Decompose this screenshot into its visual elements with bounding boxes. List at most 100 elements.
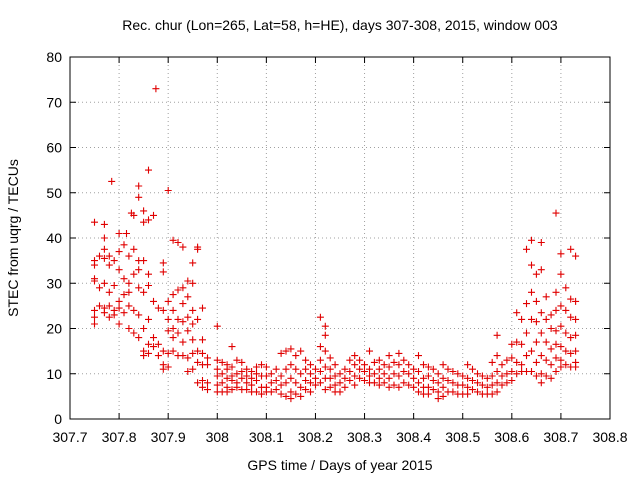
data-point (108, 177, 116, 185)
data-point (356, 365, 364, 373)
data-point (547, 361, 555, 369)
data-point (341, 383, 349, 391)
data-point (302, 386, 310, 394)
data-point (459, 381, 467, 389)
data-point (145, 282, 152, 289)
data-point (316, 313, 324, 321)
axis-ticks (69, 56, 611, 420)
data-point (547, 345, 555, 353)
data-point (346, 368, 354, 375)
data-point (218, 370, 226, 378)
data-point (248, 374, 256, 382)
data-point (189, 336, 197, 344)
data-point (297, 370, 305, 378)
data-point (400, 356, 408, 364)
data-point (424, 390, 432, 398)
data-point (194, 347, 202, 355)
data-point (572, 297, 580, 305)
data-point (572, 347, 580, 355)
data-point (154, 304, 162, 312)
data-point (518, 315, 526, 323)
y-tick-label: 10 (46, 366, 62, 382)
data-point (233, 356, 241, 364)
data-point (498, 372, 506, 380)
data-point (459, 372, 467, 380)
data-point (542, 315, 550, 323)
data-point (253, 363, 260, 371)
data-point (493, 368, 501, 375)
data-point (542, 356, 550, 364)
data-point (375, 356, 383, 364)
data-point (415, 379, 422, 387)
data-point (346, 356, 354, 364)
data-point (434, 379, 442, 387)
data-point (537, 266, 545, 274)
data-point (253, 388, 260, 396)
data-point (233, 383, 241, 391)
data-point (464, 383, 472, 391)
x-tick-label: 307.8 (102, 429, 137, 445)
data-point (331, 361, 339, 369)
data-point (361, 377, 368, 384)
data-point (498, 381, 506, 389)
data-point (552, 306, 560, 314)
data-point (159, 306, 167, 314)
data-point (218, 358, 226, 366)
data-point (567, 349, 575, 357)
data-point (385, 374, 393, 382)
data-point (370, 370, 378, 378)
y-tick-label: 20 (46, 321, 62, 337)
data-point (503, 379, 511, 387)
data-point (105, 302, 113, 310)
data-point (474, 370, 481, 378)
data-point (380, 361, 388, 369)
data-point (547, 325, 555, 332)
data-point (213, 356, 221, 364)
data-point (204, 386, 211, 394)
data-point (493, 352, 501, 360)
data-point (204, 361, 211, 369)
data-point (307, 379, 314, 387)
data-point (321, 363, 329, 371)
data-point (140, 325, 148, 332)
data-point (164, 327, 172, 335)
grid-lines (70, 57, 610, 419)
data-point (120, 241, 128, 249)
data-point (105, 261, 113, 269)
data-point (228, 363, 236, 371)
data-point (292, 390, 300, 398)
data-point (145, 315, 152, 323)
data-point (366, 365, 373, 373)
x-tick-label: 308.1 (249, 429, 284, 445)
data-point (390, 381, 398, 389)
data-point (493, 379, 501, 387)
data-point (434, 388, 442, 396)
data-point (91, 277, 98, 285)
data-point (100, 279, 108, 287)
data-point (464, 361, 472, 369)
data-point (238, 358, 246, 366)
data-point (312, 374, 319, 382)
data-point (410, 383, 418, 391)
data-point (483, 383, 491, 391)
data-point (218, 379, 226, 387)
data-point (243, 379, 251, 387)
data-point (572, 252, 580, 260)
data-point (130, 211, 138, 219)
x-tick-label: 308 (206, 429, 230, 445)
data-point (547, 311, 555, 319)
data-point (164, 297, 172, 305)
data-point (415, 368, 422, 375)
data-point (424, 383, 432, 391)
data-point (130, 245, 138, 253)
data-point (282, 392, 290, 400)
data-point (532, 318, 540, 326)
data-point (277, 390, 285, 398)
data-point (478, 372, 486, 380)
data-point (434, 395, 442, 403)
data-point (135, 193, 143, 201)
data-point (164, 315, 172, 323)
data-point (199, 383, 206, 391)
data-point (454, 370, 462, 378)
data-point (380, 370, 388, 378)
